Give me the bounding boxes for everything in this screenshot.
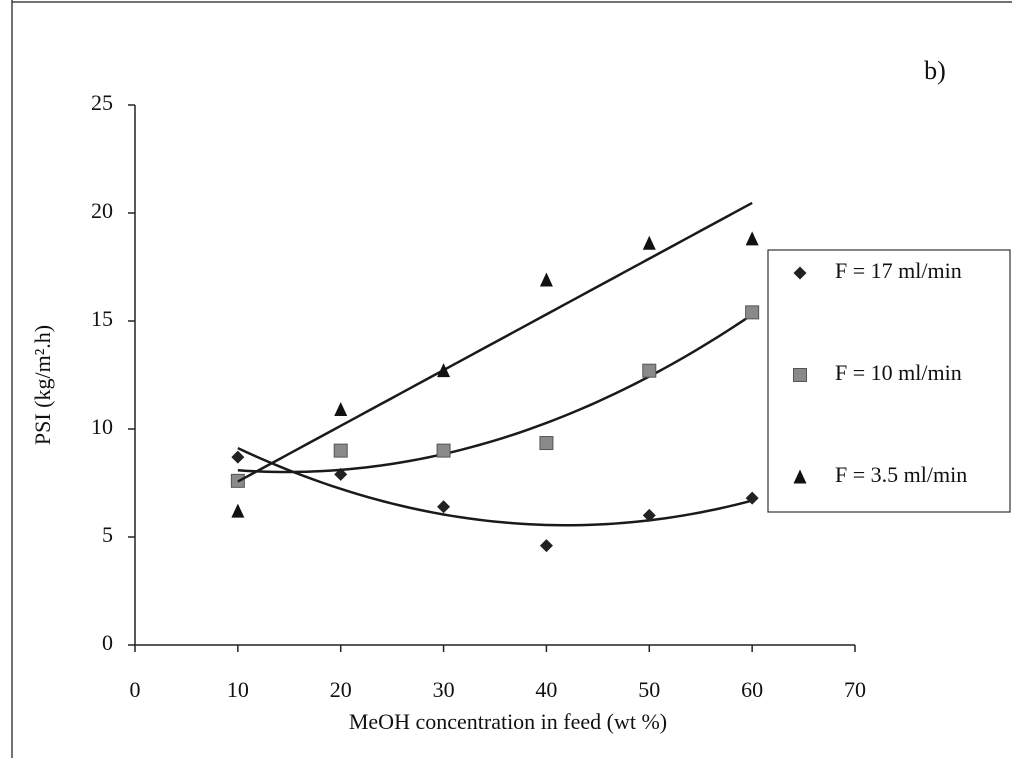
- marker-triangle: [746, 231, 759, 245]
- marker-square: [437, 444, 450, 457]
- x-tick-label: 0: [130, 677, 141, 702]
- marker-square: [746, 306, 759, 319]
- marker-triangle: [540, 272, 553, 286]
- x-tick-label: 70: [844, 677, 866, 702]
- legend-label: F = 3.5 ml/min: [835, 462, 967, 487]
- x-axis-label: MeOH concentration in feed (wt %): [349, 709, 667, 734]
- y-tick-label: 0: [102, 630, 113, 655]
- legend-label: F = 17 ml/min: [835, 258, 962, 283]
- y-tick-label: 10: [91, 414, 113, 439]
- y-tick-label: 15: [91, 306, 113, 331]
- marker-triangle: [437, 363, 450, 377]
- trendline: [238, 448, 752, 525]
- annotation: b): [924, 56, 946, 85]
- trendline: [238, 315, 752, 472]
- marker-triangle: [231, 504, 244, 518]
- x-tick-label: 60: [741, 677, 763, 702]
- marker-triangle: [334, 402, 347, 416]
- x-tick-label: 30: [433, 677, 455, 702]
- marker-square: [540, 437, 553, 450]
- y-tick-label: 5: [102, 522, 113, 547]
- marker-triangle: [643, 236, 656, 250]
- x-tick-label: 10: [227, 677, 249, 702]
- marker-square: [643, 364, 656, 377]
- x-tick-label: 20: [330, 677, 352, 702]
- marker-diamond: [540, 539, 553, 552]
- marker-diamond: [231, 451, 244, 464]
- marker-square: [794, 369, 807, 382]
- marker-square: [334, 444, 347, 457]
- legend-label: F = 10 ml/min: [835, 360, 962, 385]
- x-tick-label: 50: [638, 677, 660, 702]
- y-tick-label: 25: [91, 90, 113, 115]
- marker-diamond: [437, 500, 450, 513]
- x-tick-label: 40: [535, 677, 557, 702]
- y-axis-label: PSI (kg/m².h): [30, 325, 55, 445]
- chart: b) MeOH concentration in feed (wt %) PSI…: [0, 0, 1012, 758]
- y-tick-label: 20: [91, 198, 113, 223]
